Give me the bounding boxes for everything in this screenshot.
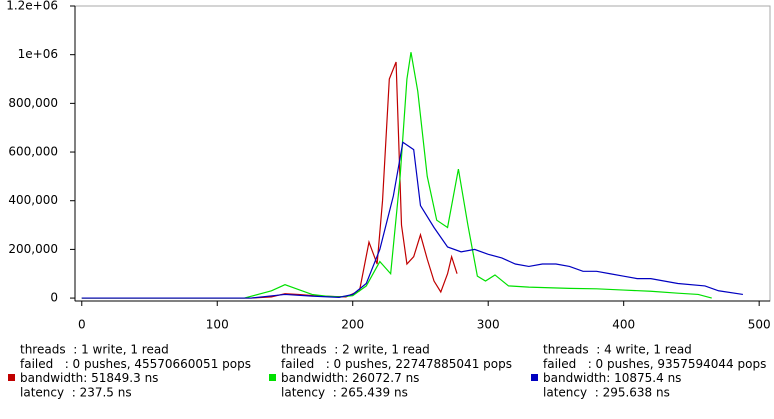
legend-swatch (8, 374, 15, 381)
legend-failed: failed : 0 pushes, 45570660051 pops (20, 357, 251, 371)
legend-swatch (269, 374, 276, 381)
y-tick-label: 400,000 (8, 193, 58, 207)
series-line (81, 52, 712, 299)
legend-latency: latency : 295.638 ns (543, 385, 670, 399)
legend-latency: latency : 237.5 ns (20, 385, 132, 399)
series-line (81, 61, 458, 299)
legend-threads: threads : 4 write, 1 read (543, 343, 692, 357)
legend-threads: threads : 1 write, 1 read (20, 343, 169, 357)
x-tick-label: 200 (341, 318, 364, 332)
y-tick-label: 800,000 (8, 96, 58, 110)
legend-failed: failed : 0 pushes, 22747885041 pops (281, 357, 512, 371)
legend-bandwidth: bandwidth: 26072.7 ns (281, 371, 419, 385)
y-tick-label: 1.2e+06 (6, 0, 58, 13)
legend-failed: failed : 0 pushes, 9357594044 pops (543, 357, 766, 371)
y-tick-label: 0 (50, 291, 58, 305)
x-tick-label: 100 (206, 318, 229, 332)
legend-bandwidth: bandwidth: 10875.4 ns (543, 371, 681, 385)
y-tick-label: 1e+06 (18, 47, 58, 61)
y-tick-label: 600,000 (8, 145, 58, 159)
x-tick-label: 300 (477, 318, 500, 332)
x-tick-label: 500 (748, 318, 771, 332)
plot-frame (74, 5, 771, 302)
x-tick-label: 0 (78, 318, 86, 332)
legend-threads: threads : 2 write, 1 read (281, 343, 430, 357)
legend-bandwidth: bandwidth: 51849.3 ns (20, 371, 158, 385)
y-tick-label: 200,000 (8, 242, 58, 256)
legend-latency: latency : 265.439 ns (281, 385, 408, 399)
x-tick-label: 400 (612, 318, 635, 332)
legend-swatch (531, 374, 538, 381)
series-line (81, 141, 743, 299)
